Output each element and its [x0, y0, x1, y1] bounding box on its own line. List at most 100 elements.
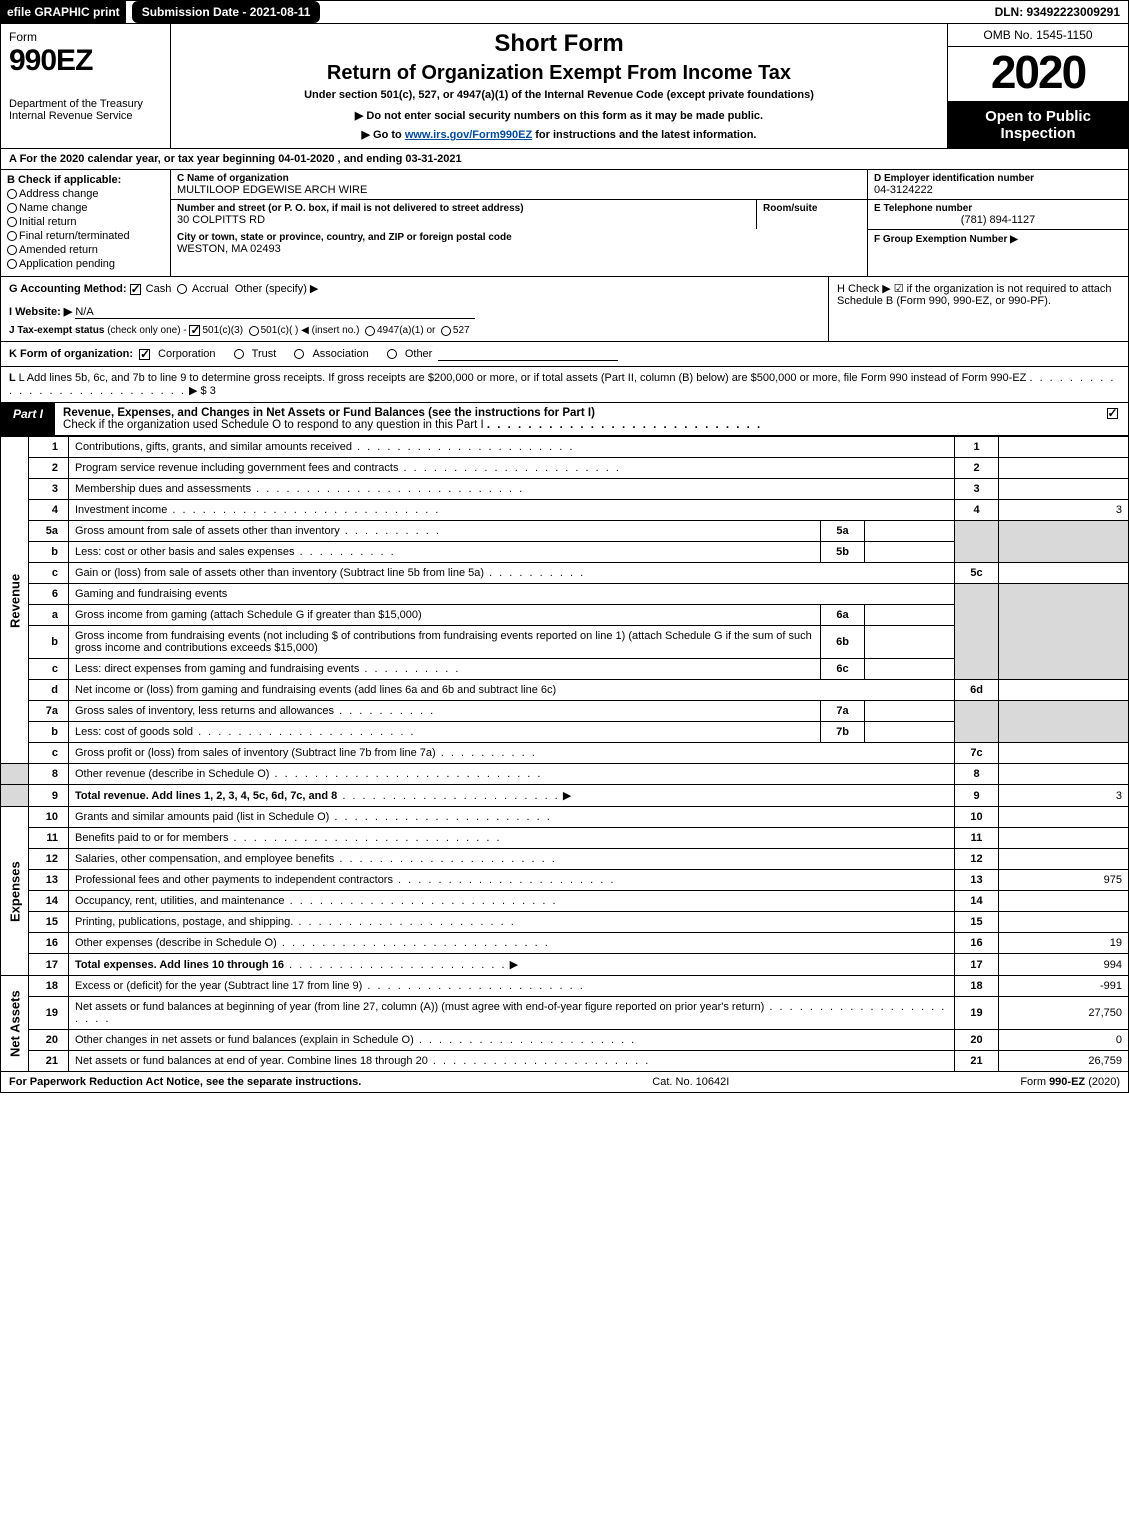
- j-527-check[interactable]: [441, 326, 451, 336]
- check-final-return[interactable]: Final return/terminated: [7, 230, 164, 242]
- l-text: L Add lines 5b, 6c, and 7b to line 9 to …: [19, 372, 1027, 384]
- room-label: Room/suite: [763, 203, 861, 214]
- tel-value: (781) 894-1127: [874, 214, 1122, 226]
- line-14-amt: [999, 891, 1129, 912]
- form-subtitle: Under section 501(c), 527, or 4947(a)(1)…: [181, 89, 937, 101]
- check-initial-return[interactable]: Initial return: [7, 216, 164, 228]
- cash-label: Cash: [146, 283, 172, 295]
- line-8-amt: [999, 764, 1129, 785]
- line-4: 4 Investment income 4 3: [1, 500, 1129, 521]
- shade-cell: [999, 521, 1129, 563]
- tel-label: E Telephone number: [874, 203, 1122, 214]
- k-other-input[interactable]: [438, 347, 618, 361]
- k-assoc-label: Association: [312, 348, 368, 360]
- k-corp-label: Corporation: [158, 348, 215, 360]
- irs-link[interactable]: www.irs.gov/Form990EZ: [405, 129, 532, 141]
- line-5c-desc: Gain or (loss) from sale of assets other…: [75, 567, 484, 579]
- k-trust-check[interactable]: [234, 349, 244, 359]
- h-text: H Check ▶ ☑ if the organization is not r…: [837, 283, 1112, 307]
- section-b: B Check if applicable: Address change Na…: [1, 170, 171, 276]
- k-corp-check[interactable]: [139, 349, 150, 360]
- group-exemption-row: F Group Exemption Number ▶: [868, 230, 1128, 248]
- shade-cell: [955, 521, 999, 563]
- line-12: 12 Salaries, other compensation, and emp…: [1, 849, 1129, 870]
- line-6d-amt: [999, 680, 1129, 701]
- part1-header: Part I Revenue, Expenses, and Changes in…: [0, 403, 1129, 436]
- shade-cell: [1, 764, 29, 785]
- submission-date-pill: Submission Date - 2021-08-11: [132, 1, 321, 23]
- line-2: 2 Program service revenue including gove…: [1, 458, 1129, 479]
- section-def: D Employer identification number 04-3124…: [868, 170, 1128, 276]
- line-20-desc: Other changes in net assets or fund bala…: [75, 1034, 414, 1046]
- line-6: 6 Gaming and fundraising events: [1, 584, 1129, 605]
- line-5a-desc: Gross amount from sale of assets other t…: [75, 525, 340, 537]
- other-label: Other (specify) ▶: [235, 283, 319, 295]
- line-20: 20 Other changes in net assets or fund b…: [1, 1030, 1129, 1051]
- k-trust-label: Trust: [252, 348, 277, 360]
- check-application-pending[interactable]: Application pending: [7, 258, 164, 270]
- org-name-row: C Name of organization MULTILOOP EDGEWIS…: [171, 170, 867, 200]
- line-17-amt: 994: [999, 954, 1129, 976]
- line-17: 17 Total expenses. Add lines 10 through …: [1, 954, 1129, 976]
- line-12-amt: [999, 849, 1129, 870]
- line-13-amt: 975: [999, 870, 1129, 891]
- group-label: F Group Exemption Number ▶: [874, 234, 1018, 245]
- line-1-box: 1: [955, 437, 999, 458]
- line-20-amt: 0: [999, 1030, 1129, 1051]
- line-6d-desc: Net income or (loss) from gaming and fun…: [69, 680, 955, 701]
- expenses-sidelabel: Expenses: [1, 807, 29, 976]
- line-6d: d Net income or (loss) from gaming and f…: [1, 680, 1129, 701]
- k-other-check[interactable]: [387, 349, 397, 359]
- line-7b-desc: Less: cost of goods sold: [75, 726, 193, 738]
- check-amended[interactable]: Amended return: [7, 244, 164, 256]
- form-number: 990EZ: [9, 44, 162, 78]
- line-4-amt: 3: [999, 500, 1129, 521]
- line-10-desc: Grants and similar amounts paid (list in…: [75, 811, 329, 823]
- line-7a: 7a Gross sales of inventory, less return…: [1, 701, 1129, 722]
- line-15-amt: [999, 912, 1129, 933]
- line-6b-desc: Gross income from fundraising events (no…: [69, 626, 821, 659]
- city-row: City or town, state or province, country…: [171, 229, 867, 258]
- line-8-desc: Other revenue (describe in Schedule O): [75, 768, 269, 780]
- line-2-desc: Program service revenue including govern…: [75, 462, 398, 474]
- line-15-desc: Printing, publications, postage, and shi…: [75, 916, 293, 928]
- open-to-public: Open to Public Inspection: [948, 102, 1128, 148]
- footer-center: Cat. No. 10642I: [361, 1076, 1020, 1088]
- shade-cell: [955, 701, 999, 743]
- shade-cell: [999, 584, 1129, 680]
- line-6b-subamt: [865, 626, 955, 659]
- line-12-desc: Salaries, other compensation, and employ…: [75, 853, 334, 865]
- shade-cell: [955, 584, 999, 680]
- j-501c-check[interactable]: [249, 326, 259, 336]
- line-5b-desc: Less: cost or other basis and sales expe…: [75, 546, 295, 558]
- line-9: 9 Total revenue. Add lines 1, 2, 3, 4, 5…: [1, 785, 1129, 807]
- j-4947-check[interactable]: [365, 326, 375, 336]
- part1-check[interactable]: [1098, 403, 1128, 435]
- line-13-desc: Professional fees and other payments to …: [75, 874, 393, 886]
- part1-checknote: Check if the organization used Schedule …: [63, 419, 484, 431]
- city-value: WESTON, MA 02493: [177, 243, 512, 255]
- city-label: City or town, state or province, country…: [177, 232, 512, 243]
- j-501c3-check[interactable]: [189, 325, 200, 336]
- omb-number: OMB No. 1545-1150: [948, 24, 1128, 47]
- k-assoc-check[interactable]: [294, 349, 304, 359]
- k-label: K Form of organization:: [9, 348, 133, 360]
- line-16: 16 Other expenses (describe in Schedule …: [1, 933, 1129, 954]
- accrual-checkbox[interactable]: [177, 284, 187, 294]
- line-6c-subamt: [865, 659, 955, 680]
- j-4947-label: 4947(a)(1) or: [377, 325, 435, 336]
- line-6c-desc: Less: direct expenses from gaming and fu…: [75, 663, 359, 675]
- ein-row: D Employer identification number 04-3124…: [868, 170, 1128, 200]
- form-title: Return of Organization Exempt From Incom…: [181, 62, 937, 85]
- check-name-change[interactable]: Name change: [7, 202, 164, 214]
- line-1-no: 1: [29, 437, 69, 458]
- goto-post: for instructions and the latest informat…: [535, 129, 756, 141]
- part1-title-text: Revenue, Expenses, and Changes in Net As…: [63, 407, 595, 419]
- line-5c-amt: [999, 563, 1129, 584]
- cash-checkbox[interactable]: [130, 284, 141, 295]
- check-address-change[interactable]: Address change: [7, 188, 164, 200]
- line-15: 15 Printing, publications, postage, and …: [1, 912, 1129, 933]
- line-7b-subamt: [865, 722, 955, 743]
- line-3-amt: [999, 479, 1129, 500]
- page-footer: For Paperwork Reduction Act Notice, see …: [0, 1072, 1129, 1093]
